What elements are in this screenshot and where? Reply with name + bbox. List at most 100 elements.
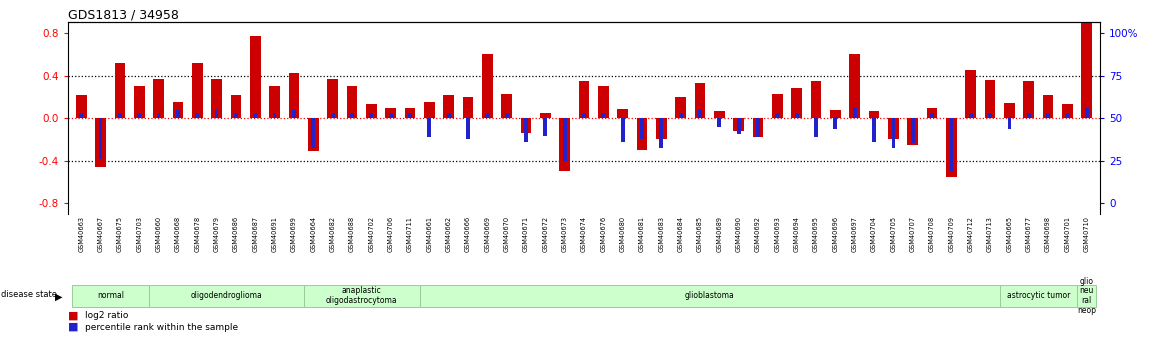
Bar (950, 118, 953, 171)
Text: GSM40677: GSM40677 (1026, 216, 1031, 252)
Bar (563, 118, 566, 161)
Bar (347, 86, 357, 118)
Text: GSM40686: GSM40686 (232, 216, 239, 252)
Text: GSM40681: GSM40681 (639, 216, 645, 252)
Bar (1027, 113, 1030, 118)
Bar (273, 113, 277, 118)
Bar (543, 118, 547, 136)
Text: anaplastic
oligodastrocytoma: anaplastic oligodastrocytoma (326, 286, 397, 305)
Text: ■: ■ (68, 311, 78, 321)
Text: GSM40698: GSM40698 (1045, 216, 1051, 252)
Bar (985, 80, 995, 118)
Bar (466, 118, 470, 139)
Bar (76, 95, 86, 118)
Bar (1065, 113, 1069, 118)
Bar (1047, 113, 1050, 118)
Bar (930, 113, 934, 118)
Bar (559, 118, 570, 171)
Text: GSM40692: GSM40692 (755, 216, 762, 252)
Bar (966, 70, 976, 118)
Bar (444, 95, 454, 118)
Bar (660, 118, 663, 148)
Bar (776, 113, 779, 118)
Bar (118, 113, 121, 118)
Bar (79, 113, 83, 118)
Text: GSM40709: GSM40709 (948, 216, 954, 252)
Bar (968, 113, 973, 118)
Text: GSM40661: GSM40661 (426, 216, 432, 252)
Bar (814, 118, 818, 137)
Text: GSM40691: GSM40691 (272, 216, 278, 252)
Text: GSM40690: GSM40690 (736, 216, 742, 252)
Text: GSM40683: GSM40683 (659, 216, 665, 252)
Text: GSM40663: GSM40663 (78, 216, 84, 252)
Text: GSM40664: GSM40664 (311, 216, 317, 252)
Text: GSM40665: GSM40665 (1007, 216, 1013, 252)
Bar (772, 94, 783, 118)
Text: GSM40707: GSM40707 (910, 216, 916, 252)
Text: GSM40660: GSM40660 (155, 216, 161, 252)
Bar (134, 86, 145, 118)
Bar (756, 118, 760, 137)
Bar (211, 79, 222, 118)
Bar (389, 113, 392, 118)
Text: GSM40675: GSM40675 (117, 216, 123, 252)
Bar (292, 110, 296, 118)
Bar (427, 118, 431, 137)
Bar (911, 118, 915, 142)
Bar (486, 113, 489, 118)
Bar (1082, 12, 1092, 118)
Bar (1043, 95, 1054, 118)
Bar (195, 113, 200, 118)
Text: GSM40713: GSM40713 (987, 216, 993, 252)
Bar (656, 118, 667, 139)
Bar (501, 94, 512, 118)
Bar (463, 97, 473, 118)
Bar (714, 111, 724, 118)
Text: astrocytic tumor: astrocytic tumor (1007, 291, 1070, 300)
Bar (830, 110, 841, 118)
Bar (946, 118, 957, 177)
Bar (795, 113, 799, 118)
Bar (698, 110, 702, 118)
Text: glio
neu
ral
neop: glio neu ral neop (1077, 277, 1097, 315)
Text: oligodendroglioma: oligodendroglioma (190, 291, 262, 300)
Bar (366, 104, 376, 118)
Text: GSM40701: GSM40701 (1064, 216, 1070, 252)
Bar (153, 79, 164, 118)
Text: GSM40684: GSM40684 (677, 216, 683, 252)
Bar (1062, 104, 1072, 118)
Bar (752, 118, 764, 137)
Bar (695, 83, 705, 118)
Text: GSM40669: GSM40669 (485, 216, 491, 252)
Bar (369, 113, 373, 118)
Bar (1085, 108, 1089, 118)
Text: log2 ratio: log2 ratio (85, 311, 128, 320)
Text: GDS1813 / 34958: GDS1813 / 34958 (68, 8, 179, 21)
Bar (853, 108, 856, 118)
Bar (230, 95, 242, 118)
Bar (157, 113, 160, 118)
Text: GSM40710: GSM40710 (1084, 216, 1090, 252)
Text: GSM40712: GSM40712 (968, 216, 974, 252)
Bar (250, 36, 260, 118)
Bar (312, 118, 315, 148)
Bar (602, 113, 605, 118)
Text: GSM40705: GSM40705 (890, 216, 896, 252)
Bar (350, 113, 354, 118)
Bar (114, 63, 125, 118)
Text: GSM40693: GSM40693 (774, 216, 780, 252)
Bar (869, 111, 880, 118)
Bar (1004, 103, 1015, 118)
Bar (849, 54, 860, 118)
Bar (834, 118, 837, 129)
Bar (582, 113, 586, 118)
Text: GSM40688: GSM40688 (349, 216, 355, 252)
Text: GSM40679: GSM40679 (214, 216, 220, 252)
Text: GSM40676: GSM40676 (600, 216, 606, 252)
Text: ■: ■ (68, 322, 78, 332)
Bar (521, 118, 531, 133)
Bar (192, 63, 202, 118)
Bar (988, 113, 992, 118)
Text: GSM40682: GSM40682 (329, 216, 335, 252)
